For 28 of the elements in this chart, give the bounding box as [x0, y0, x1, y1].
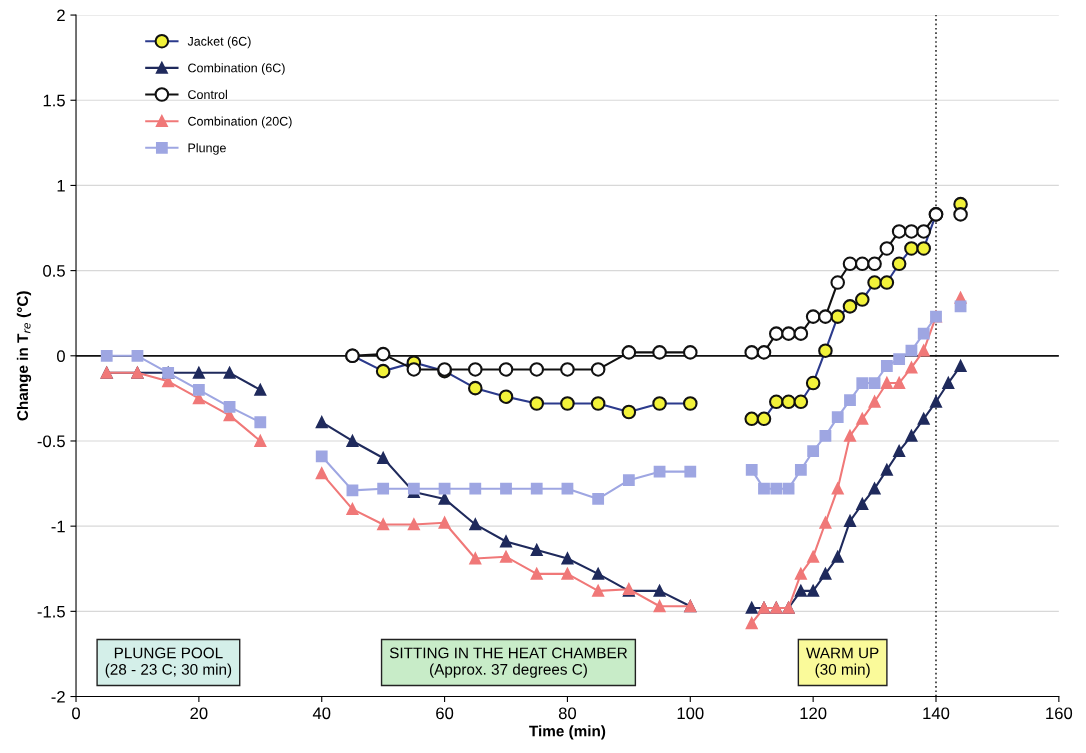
legend-label: Control — [188, 89, 227, 100]
x-tick-label: 80 — [558, 707, 577, 720]
y-tick-label: -1 — [51, 520, 65, 533]
y-tick-label: 0 — [56, 350, 65, 362]
y-axis-title: Change in T$_{re}$ (°C) — [16, 291, 32, 421]
x-tick-label: 100 — [677, 707, 704, 720]
y-tick-label: 1 — [57, 180, 65, 192]
legend-label: Jacket (6C) — [187, 36, 251, 49]
legend-label: Combination (20C) — [188, 116, 292, 129]
y-tick-label: -0.5 — [37, 435, 65, 448]
x-tick-label: 120 — [800, 707, 827, 720]
x-tick-label: 0 — [72, 707, 80, 720]
x-axis-title: Time (min) — [529, 725, 606, 740]
x-tick-label: 40 — [312, 707, 331, 720]
x-tick-label: 140 — [923, 707, 950, 720]
y-tick-label: 0.5 — [43, 265, 65, 277]
y-tick-label: 2 — [57, 9, 65, 22]
annotation: WARM UP (30 min) — [806, 647, 879, 678]
y-tick-label: 1.5 — [43, 94, 65, 107]
y-tick-label: -1.5 — [37, 605, 65, 618]
annotation: SITTING IN THE HEAT CHAMBER (Approx. 37 degrees C) — [389, 647, 628, 678]
x-tick-label: 60 — [436, 707, 454, 720]
legend-label: Plunge — [188, 143, 226, 155]
x-tick-label: 160 — [1046, 707, 1073, 720]
legend-label: Combination (6C) — [188, 63, 285, 75]
x-tick-label: 20 — [190, 707, 208, 720]
annotation: PLUNGE POOL (28 - 23 C; 30 min) — [105, 647, 232, 678]
y-tick-label: -2 — [51, 690, 65, 703]
